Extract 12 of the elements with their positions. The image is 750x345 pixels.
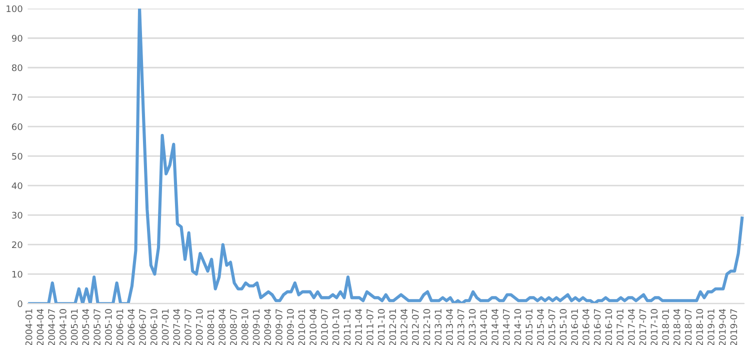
line-series xyxy=(28,8,744,304)
y-tick-label: 50 xyxy=(12,152,22,160)
y-tick-label: 80 xyxy=(12,64,22,72)
y-tick-label: 30 xyxy=(12,212,22,219)
y-tick-label: 90 xyxy=(12,34,22,42)
y-tick-label: 70 xyxy=(12,94,22,101)
y-tick-label: 40 xyxy=(12,182,22,190)
y-tick-label: 100 xyxy=(6,5,22,12)
y-tick-label: 60 xyxy=(12,123,22,130)
y-tick-label: 10 xyxy=(12,270,22,278)
y-tick-label: 0 xyxy=(18,300,22,308)
y-tick-label: 20 xyxy=(12,241,22,248)
